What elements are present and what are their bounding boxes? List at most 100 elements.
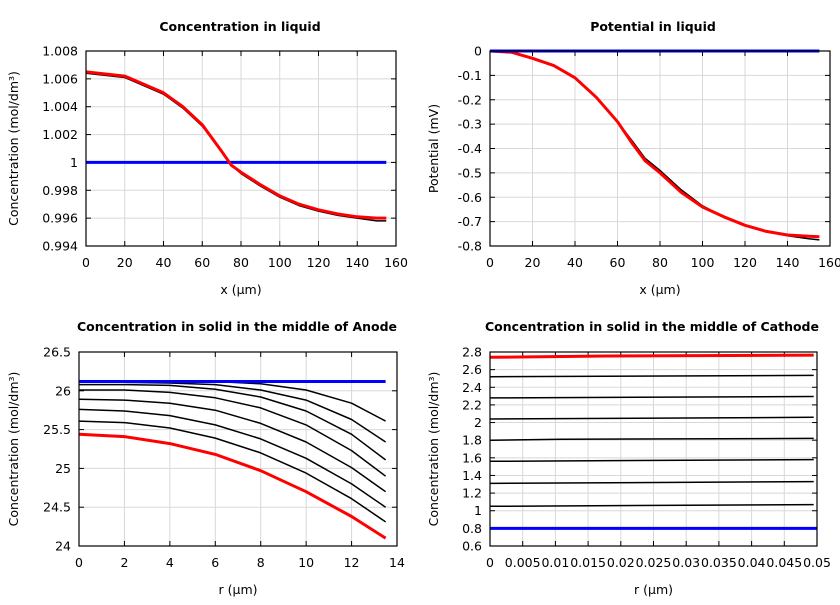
y-axis-label: Concentration (mol/dm³) [6, 372, 21, 527]
y-tick-label: 2.4 [462, 380, 482, 395]
x-tick-label: 12 [344, 555, 360, 570]
plot-frame [85, 50, 397, 247]
x-axis-label: r (µm) [634, 582, 673, 597]
y-tick-label: 1.004 [42, 99, 78, 114]
x-axis-label: x (µm) [639, 282, 680, 297]
series-line-6 [489, 480, 814, 485]
y-tick-label: 0.8 [462, 521, 482, 536]
x-tick-label: 14 [389, 555, 405, 570]
y-tick-label: 25 [55, 461, 71, 476]
y-axis-label: Concentration (mol/dm³) [6, 71, 21, 226]
x-tick-label: 120 [307, 255, 331, 270]
chart-title: Potential in liquid [590, 19, 716, 34]
x-tick-label: 100 [691, 255, 715, 270]
series-line-2 [85, 72, 387, 222]
x-tick-label: 0.045 [766, 555, 802, 570]
x-tick-label: 0.02 [607, 555, 635, 570]
series-line-7 [78, 420, 387, 523]
y-tick-label: 0.998 [42, 183, 78, 198]
series-line-4 [79, 389, 387, 477]
plot-frame [489, 351, 818, 547]
x-tick-label: 0.04 [738, 555, 766, 570]
x-tick-label: 40 [567, 255, 583, 270]
y-tick-label: 1.006 [42, 71, 78, 86]
x-tick-label: 0.01 [541, 555, 569, 570]
y-tick-label: 2 [474, 415, 482, 430]
plot-frame [489, 50, 831, 247]
y-axis-label: Concentration (mol/dm³) [426, 372, 441, 527]
y-axis-label: Potential (mV) [426, 104, 441, 193]
y-tick-label: 1.002 [42, 127, 78, 142]
x-tick-label: 10 [298, 555, 314, 570]
x-tick-label: 160 [818, 255, 840, 270]
y-tick-label: 26 [55, 383, 71, 398]
y-tick-label: 0.994 [42, 239, 78, 254]
y-tick-label: 0 [474, 44, 482, 59]
x-tick-label: 60 [194, 255, 210, 270]
x-tick-label: 0.05 [803, 555, 831, 570]
x-axis-label: x (µm) [220, 282, 261, 297]
x-tick-label: 0 [75, 555, 83, 570]
series-line-8 [489, 353, 814, 359]
y-tick-label: 1.4 [462, 468, 482, 483]
x-tick-label: 60 [610, 255, 626, 270]
y-tick-label: 1.2 [462, 486, 482, 501]
y-tick-label: 1.008 [42, 44, 78, 59]
x-tick-label: 4 [166, 555, 174, 570]
subplot-1: 0 20 40 60 80 100 120 140 160 0.994 0.996 0.998 1 1.0… [6, 19, 408, 297]
chart-title: Concentration in solid in the middle of … [77, 319, 397, 334]
subplot-2: 0 20 40 60 80 100 120 140 160 -0.8 -0.7 -0.6 -0.5 -0.… [426, 19, 840, 297]
x-axis-label: r (µm) [219, 582, 258, 597]
y-tick-label: 0.6 [462, 539, 482, 554]
x-tick-label: 0 [486, 555, 494, 570]
y-tick-label: 1 [474, 503, 482, 518]
y-tick-label: -0.7 [458, 214, 482, 229]
subplot-4: 0 0.005 0.01 0.015 0.02 0.025 0.03 0.035 0.04 0.0… [426, 319, 831, 597]
y-tick-label: 1.6 [462, 450, 482, 465]
series-line-1 [489, 374, 814, 378]
series-line-6 [78, 408, 387, 508]
x-tick-label: 120 [733, 255, 757, 270]
x-tick-label: 0 [82, 255, 90, 270]
series-line-3 [489, 416, 814, 420]
x-tick-label: 0 [486, 255, 494, 270]
series-line-3 [79, 383, 387, 461]
x-tick-label: 80 [652, 255, 668, 270]
series-line-7 [489, 503, 814, 508]
y-tick-label: 2.2 [462, 397, 482, 412]
y-tick-label: -0.3 [458, 117, 482, 132]
y-tick-label: -0.4 [458, 141, 482, 156]
series-line-5 [489, 458, 814, 463]
x-tick-label: 0.025 [636, 555, 672, 570]
series-line-5 [78, 398, 387, 493]
series-line-1 [489, 50, 820, 241]
series-line-8 [78, 432, 387, 540]
y-tick-label: 2.6 [462, 362, 482, 377]
x-tick-label: 100 [268, 255, 292, 270]
plot-frame [78, 351, 398, 547]
y-tick-label: 0.996 [42, 211, 78, 226]
x-tick-label: 20 [117, 255, 133, 270]
chart-title: Concentration in solid in the middle of … [485, 319, 819, 334]
series-line-2 [489, 395, 814, 399]
y-tick-label: 1 [70, 155, 78, 170]
x-tick-label: 0.005 [505, 555, 541, 570]
chart-title: Concentration in liquid [159, 19, 320, 34]
series-line-3 [85, 70, 387, 220]
y-tick-label: 1.8 [462, 433, 482, 448]
y-tick-label: -0.5 [458, 165, 482, 180]
subplot-3: 0 2 4 6 8 10 12 142424.52525.52626.5Concentrati… [6, 319, 405, 597]
x-tick-label: 2 [120, 555, 128, 570]
x-tick-label: 0.035 [701, 555, 737, 570]
y-tick-label: -0.2 [458, 92, 482, 107]
x-tick-label: 6 [211, 555, 219, 570]
series-line-4 [489, 437, 814, 441]
x-tick-label: 20 [525, 255, 541, 270]
x-tick-label: 140 [776, 255, 800, 270]
x-tick-label: 140 [345, 255, 369, 270]
y-tick-label: 26.5 [43, 345, 71, 360]
y-tick-label: -0.1 [458, 68, 482, 83]
x-tick-label: 160 [384, 255, 408, 270]
